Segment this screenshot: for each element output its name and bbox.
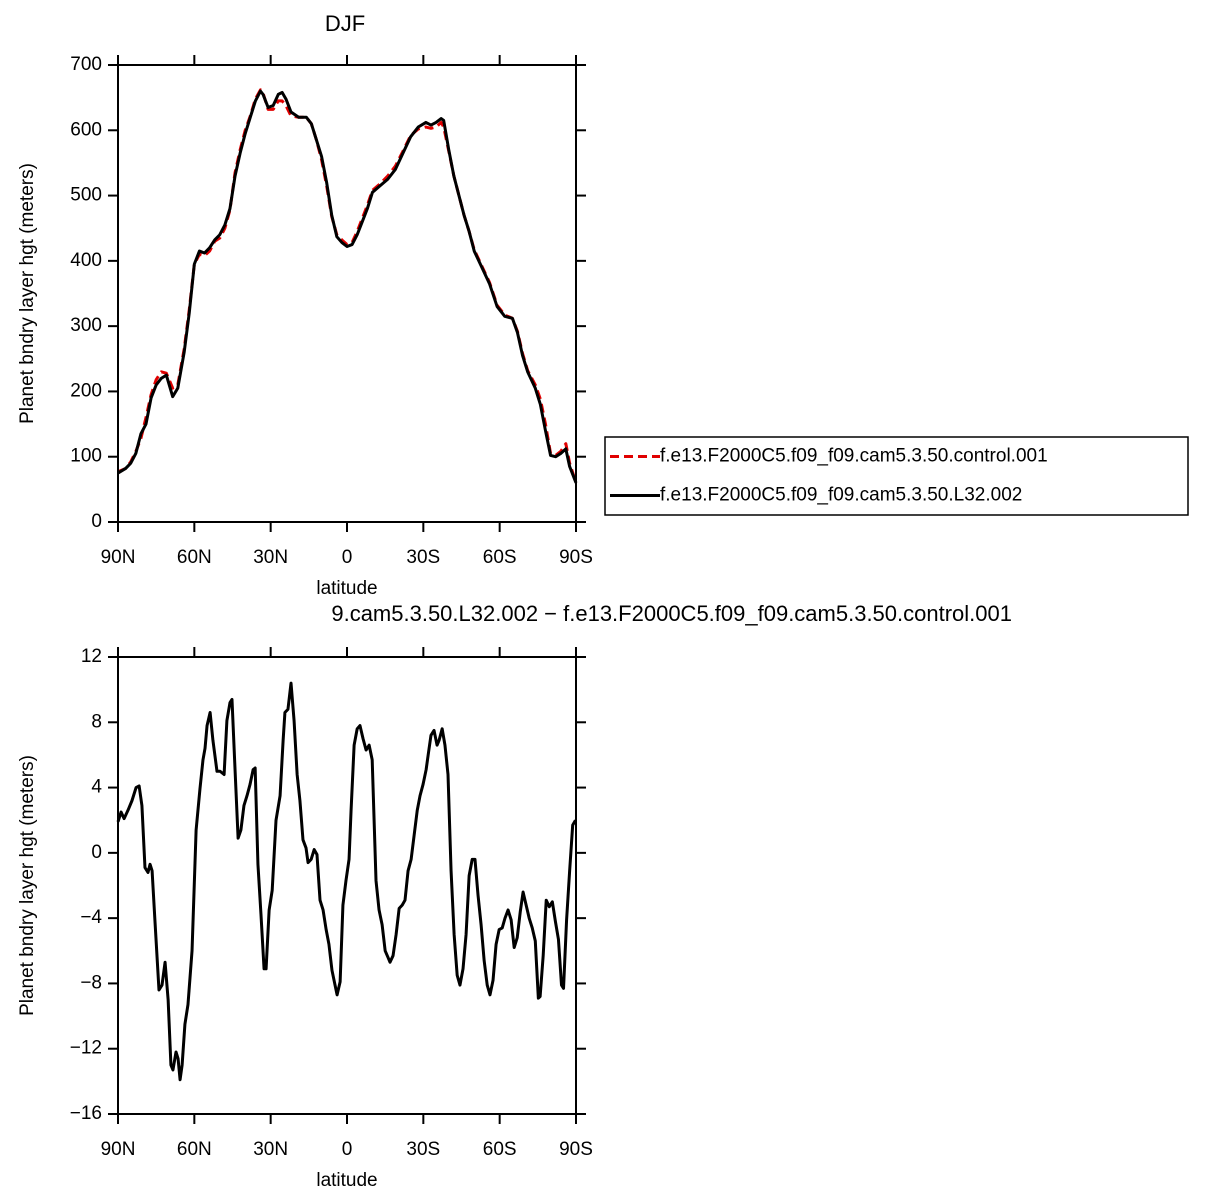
y-axis-label: Planet bndry layer hgt (meters): [17, 755, 38, 1016]
plot-frame: [117, 64, 577, 523]
y-tick-label: 0: [91, 842, 102, 863]
y-tick-label: −4: [80, 907, 102, 928]
x-tick-label: 90S: [559, 1139, 593, 1160]
y-tick-label: 400: [70, 250, 102, 271]
legend-label: f.e13.F2000C5.f09_f09.cam5.3.50.L32.002: [660, 485, 1022, 506]
y-tick-label: 100: [70, 446, 102, 467]
x-tick-label: 30S: [406, 1139, 440, 1160]
y-tick-label: −12: [70, 1038, 102, 1059]
x-axis-label: latitude: [316, 578, 377, 599]
x-tick-label: 90N: [101, 547, 136, 568]
y-tick-label: 4: [91, 777, 102, 798]
x-tick-label: 60S: [483, 1139, 517, 1160]
y-tick-label: 8: [91, 711, 102, 732]
y-tick-label: 500: [70, 185, 102, 206]
data-line: [117, 89, 578, 484]
y-tick-label: 200: [70, 380, 102, 401]
x-tick-label: 60N: [177, 1139, 212, 1160]
data-line: [117, 88, 578, 484]
x-tick-label: 90N: [101, 1139, 136, 1160]
x-tick-label: 0: [342, 1139, 353, 1160]
x-tick-label: 0: [342, 547, 353, 568]
legend-label: f.e13.F2000C5.f09_f09.cam5.3.50.control.…: [660, 446, 1048, 467]
x-tick-label: 90S: [559, 547, 593, 568]
y-tick-label: 600: [70, 119, 102, 140]
y-tick-label: 0: [91, 511, 102, 532]
plot-frame: [117, 656, 577, 1115]
x-axis-label: latitude: [316, 1170, 377, 1191]
y-tick-label: 300: [70, 315, 102, 336]
data-line: [116, 681, 577, 1082]
y-tick-label: −8: [80, 972, 102, 993]
y-tick-label: 700: [70, 54, 102, 75]
chart-title: 9.cam5.3.50.L32.002 − f.e13.F2000C5.f09_…: [331, 601, 1012, 626]
x-tick-label: 30S: [406, 547, 440, 568]
x-tick-label: 30N: [253, 547, 288, 568]
legend-box: [604, 436, 1189, 516]
x-tick-label: 60N: [177, 547, 212, 568]
y-tick-label: 12: [81, 646, 102, 667]
x-tick-label: 60S: [483, 547, 517, 568]
chart-title: DJF: [325, 11, 365, 36]
y-tick-label: −16: [70, 1103, 102, 1124]
y-axis-label: Planet bndry layer hgt (meters): [17, 163, 38, 424]
x-tick-label: 30N: [253, 1139, 288, 1160]
